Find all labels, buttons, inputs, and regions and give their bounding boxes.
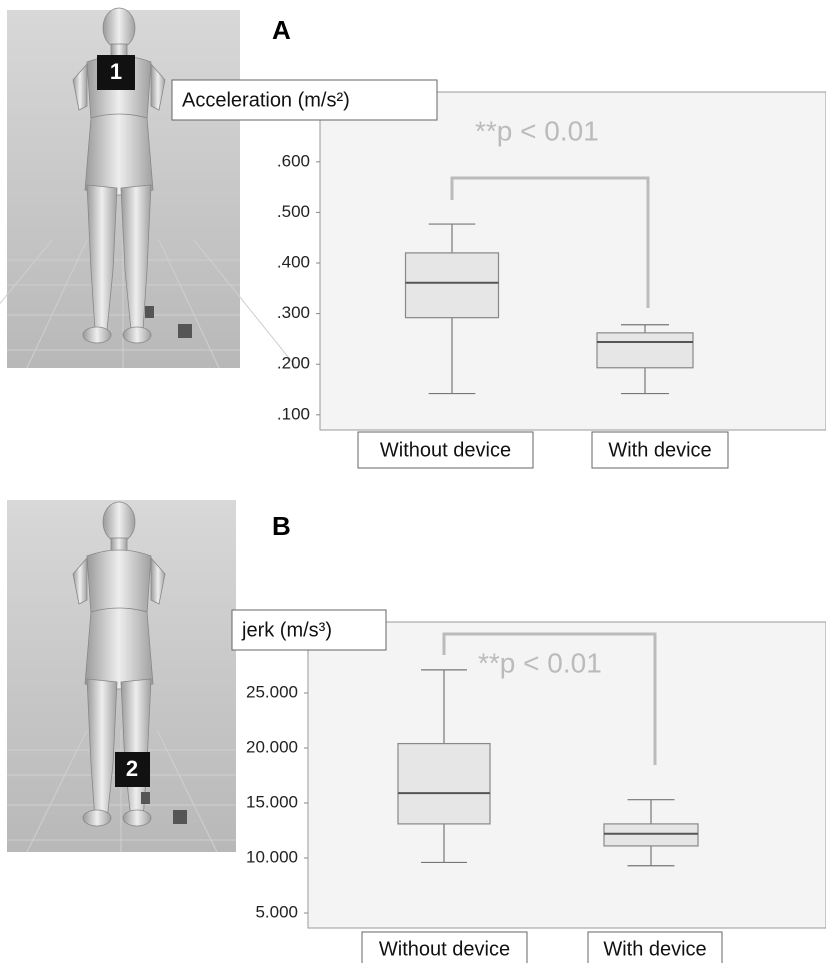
y-tick-label: 10.000 xyxy=(246,848,298,867)
x-tick-label: Without device xyxy=(379,938,510,960)
x-tick-label: With device xyxy=(608,439,711,461)
y-axis-label: Acceleration (m/s²) xyxy=(182,89,350,111)
annotation: **p < 0.01 xyxy=(475,115,599,146)
significance-bracket xyxy=(450,176,650,308)
marker-label: 1 xyxy=(110,59,122,84)
annotation: **p < 0.01 xyxy=(478,647,602,678)
plot-area xyxy=(319,91,826,431)
panel-label: B xyxy=(272,511,291,541)
y-tick-label: .600 xyxy=(277,151,310,170)
human-image: 1 xyxy=(0,7,298,369)
plot-area xyxy=(307,621,826,929)
y-tick-label: .200 xyxy=(277,354,310,373)
y-tick-label: .500 xyxy=(277,202,310,221)
y-tick-label: 5.000 xyxy=(255,903,298,922)
marker-label: 2 xyxy=(126,756,138,781)
box xyxy=(397,742,491,825)
box xyxy=(603,823,699,847)
category-box xyxy=(591,431,729,469)
category-box xyxy=(357,431,534,469)
y-label-box xyxy=(231,609,387,651)
x-tick-label: Without device xyxy=(380,439,511,461)
y-tick-label: 20.000 xyxy=(246,737,298,756)
category-box xyxy=(587,931,723,963)
human-image: 2 xyxy=(7,500,236,853)
x-tick-label: With device xyxy=(603,938,706,960)
panel-label: A xyxy=(272,15,291,45)
y-tick-label: .100 xyxy=(277,404,310,423)
box xyxy=(404,252,500,319)
category-box xyxy=(361,931,528,963)
y-label-box xyxy=(171,79,438,121)
y-axis-label: jerk (m/s³) xyxy=(241,619,332,641)
y-tick-label: .300 xyxy=(277,303,310,322)
y-tick-label: 15.000 xyxy=(246,792,298,811)
y-tick-label: 25.000 xyxy=(246,682,298,701)
box xyxy=(596,332,694,369)
significance-bracket xyxy=(442,632,657,765)
y-tick-label: .400 xyxy=(277,253,310,272)
